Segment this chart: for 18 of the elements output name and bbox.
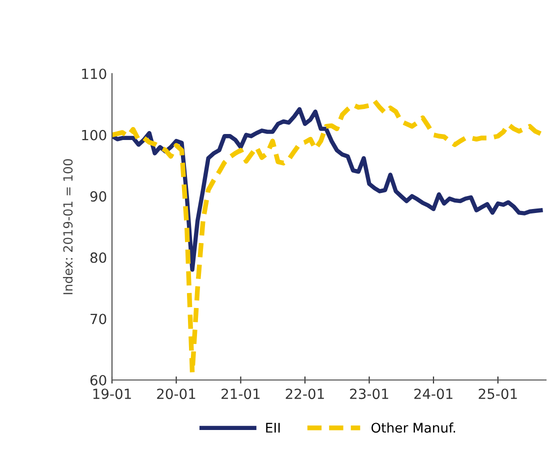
y-tick-label: 110 <box>82 68 106 80</box>
y-tick-label: 90 <box>90 191 106 202</box>
legend-label: Other Manuf. <box>371 422 456 433</box>
x-tick-label: 23-01 <box>350 388 388 400</box>
y-tick-label: 100 <box>82 130 106 140</box>
x-tick-label: 22-01 <box>286 388 324 400</box>
x-tick-label: 21-01 <box>222 388 260 400</box>
x-tick-label: 25-01 <box>478 388 517 400</box>
line-series <box>112 107 543 272</box>
y-axis-title: Index: 2019-01 = 100 <box>62 159 73 294</box>
y-tick-label: 70 <box>90 314 106 324</box>
x-tick-label: 20-01 <box>157 388 196 400</box>
line-series <box>112 98 544 376</box>
y-tick-label: 60 <box>90 374 106 386</box>
y-tick-label: 80 <box>90 252 106 263</box>
x-tick-label: 19-01 <box>93 388 131 400</box>
legend-label: EII <box>266 422 280 433</box>
x-tick-label: 24-01 <box>414 388 452 400</box>
